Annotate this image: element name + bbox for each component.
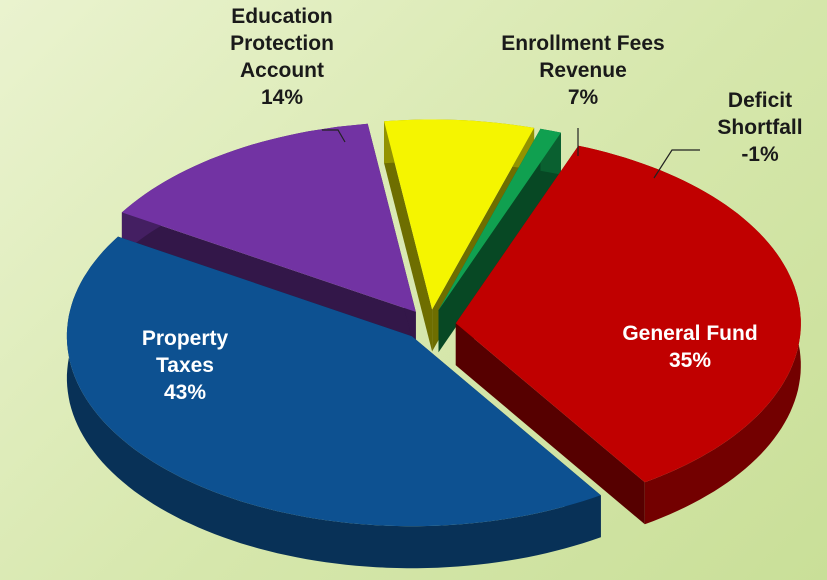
slice-side xyxy=(438,132,561,353)
slice-side xyxy=(455,323,645,525)
leader-line xyxy=(322,129,346,143)
value-label: 43% xyxy=(163,381,207,404)
category-label: Deficit Shortfall xyxy=(717,89,803,139)
category-label: Enrollment Fees Revenue xyxy=(501,32,665,82)
slice xyxy=(455,145,801,483)
slice-side xyxy=(384,121,433,352)
slice-label: Enrollment Fees Revenue 7% xyxy=(488,30,678,111)
leader-line xyxy=(653,149,700,179)
slice xyxy=(121,123,416,312)
slice xyxy=(66,236,601,527)
slice xyxy=(438,128,561,353)
value-label: 35% xyxy=(668,349,712,372)
slice-label: Education Protection Account 14% xyxy=(197,3,367,111)
slice xyxy=(455,145,801,525)
value-label: -1% xyxy=(741,143,779,166)
slice-label: Deficit Shortfall -1% xyxy=(700,87,820,168)
slice-label: Property Taxes 43% xyxy=(110,325,260,406)
category-label: General Fund xyxy=(622,322,758,345)
category-label: Property Taxes xyxy=(141,327,229,377)
slice xyxy=(66,236,601,569)
slice-side xyxy=(66,236,601,569)
slice xyxy=(384,119,535,310)
category-label: Education Protection Account xyxy=(230,5,334,82)
slice-label: General Fund 35% xyxy=(580,320,800,374)
value-label: 7% xyxy=(567,86,599,109)
value-label: 14% xyxy=(260,86,304,109)
slice xyxy=(438,128,561,311)
